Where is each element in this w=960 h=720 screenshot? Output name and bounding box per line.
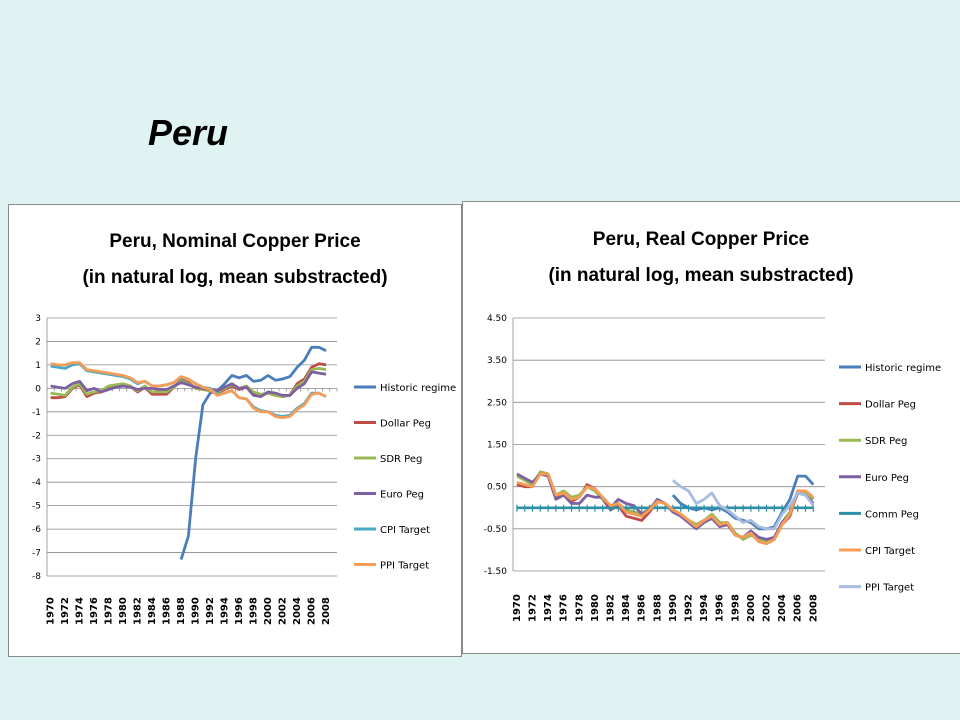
series-line-ppi-target bbox=[50, 361, 327, 420]
x-tick-label: 1970 bbox=[46, 597, 57, 625]
legend-label-euro-peg: Euro Peg bbox=[380, 490, 424, 501]
legend-label-euro-peg: Euro Peg bbox=[865, 473, 909, 484]
series-line-ppi-target bbox=[672, 479, 815, 531]
legend: Historic regime Dollar Peg SDR Peg Euro Peg… bbox=[839, 363, 941, 594]
x-tick-label: 1982 bbox=[606, 594, 617, 622]
x-tick-label: 1986 bbox=[637, 594, 648, 622]
nominal-copper-price-chart: Peru, Nominal Copper Price (in natural l… bbox=[32, 231, 456, 625]
nominal-price-chart-panel: Peru, Nominal Copper Price (in natural l… bbox=[8, 204, 462, 657]
chart-subtitle: (in natural log, mean substracted) bbox=[82, 267, 387, 288]
real-copper-price-chart: Peru, Real Copper Price (in natural log,… bbox=[484, 229, 941, 622]
x-tick-label: 1988 bbox=[652, 594, 663, 622]
x-tick-label: 1980 bbox=[118, 597, 129, 625]
y-tick-label: -0.50 bbox=[484, 525, 508, 535]
y-tick-label: -5 bbox=[32, 502, 41, 512]
x-tick-label: 1990 bbox=[668, 594, 679, 622]
y-tick-label: 3 bbox=[35, 314, 41, 324]
x-tick-label: 1996 bbox=[234, 597, 245, 625]
chart-title: Peru, Real Copper Price bbox=[593, 229, 809, 250]
legend-label-historic-regime: Historic regime bbox=[380, 383, 456, 394]
chart-subtitle: (in natural log, mean substracted) bbox=[548, 265, 853, 286]
y-tick-label: 1 bbox=[35, 361, 41, 371]
x-tick-label: 1990 bbox=[191, 597, 202, 625]
x-tick-label: 2008 bbox=[808, 594, 819, 622]
x-axis-ticks: 1970 1972 1974 1976 1978 1980 1982 1984 1986 1988… bbox=[46, 597, 333, 625]
y-axis-ticks: 4.50 3.50 2.50 1.50 0.50 -0.50 -1.50 bbox=[484, 314, 508, 577]
x-tick-label: 1984 bbox=[621, 594, 632, 622]
y-tick-label: -1 bbox=[32, 408, 41, 418]
x-tick-label: 2008 bbox=[321, 597, 332, 625]
real-price-chart-panel: Peru, Real Copper Price (in natural log,… bbox=[462, 201, 960, 654]
series-lines bbox=[516, 470, 815, 546]
x-tick-label: 1980 bbox=[590, 594, 601, 622]
legend-label-cpi-target: CPI Target bbox=[380, 525, 430, 536]
legend-label-dollar-peg: Dollar Peg bbox=[380, 419, 431, 430]
x-tick-label: 2002 bbox=[762, 594, 773, 622]
y-tick-label: -2 bbox=[32, 431, 41, 441]
x-tick-label: 1972 bbox=[60, 597, 71, 625]
y-tick-label: -7 bbox=[32, 549, 41, 559]
series-line-historic-regime bbox=[179, 345, 327, 561]
chart-title: Peru, Nominal Copper Price bbox=[109, 231, 360, 252]
x-tick-label: 1984 bbox=[147, 597, 158, 625]
x-tick-label: 2004 bbox=[777, 594, 788, 622]
series-lines bbox=[50, 345, 327, 561]
y-tick-label: 0.50 bbox=[487, 483, 507, 493]
legend-label-sdr-peg: SDR Peg bbox=[380, 454, 422, 465]
x-tick-label: 1978 bbox=[104, 597, 115, 625]
x-tick-label: 2006 bbox=[793, 594, 804, 622]
y-tick-label: -1.50 bbox=[484, 567, 508, 577]
legend-label-cpi-target: CPI Target bbox=[865, 546, 915, 557]
page-title: Peru bbox=[148, 112, 229, 153]
x-tick-label: 1994 bbox=[699, 594, 710, 622]
y-tick-label: 3.50 bbox=[487, 356, 507, 366]
y-axis-ticks: 3 2 1 0 -1 -2 -3 -4 -5 -6 -7 -8 bbox=[32, 314, 41, 582]
x-tick-label: 1998 bbox=[249, 597, 260, 625]
y-tick-label: 1.50 bbox=[487, 441, 507, 451]
x-tick-label: 1976 bbox=[559, 594, 570, 622]
y-tick-label: 4.50 bbox=[487, 314, 507, 324]
x-tick-label: 1996 bbox=[715, 594, 726, 622]
x-tick-label: 1982 bbox=[133, 597, 144, 625]
x-tick-label: 2004 bbox=[292, 597, 303, 625]
x-tick-label: 1978 bbox=[574, 594, 585, 622]
x-tick-label: 2000 bbox=[746, 594, 757, 622]
y-tick-label: 2 bbox=[35, 337, 41, 347]
x-tick-label: 1992 bbox=[684, 594, 695, 622]
y-tick-label: 2.50 bbox=[487, 398, 507, 408]
legend-label-dollar-peg: Dollar Peg bbox=[865, 400, 916, 411]
grid-lines bbox=[47, 317, 337, 577]
x-tick-label: 1972 bbox=[528, 594, 539, 622]
legend: Historic regime Dollar Peg SDR Peg Euro Peg… bbox=[354, 383, 456, 572]
series-line-euro-peg bbox=[50, 370, 327, 399]
legend-label-historic-regime: Historic regime bbox=[865, 363, 941, 374]
legend-label-comm-peg: Comm Peg bbox=[865, 509, 919, 520]
y-tick-label: -6 bbox=[32, 525, 41, 535]
x-axis-ticks: 1970 1972 1974 1976 1978 1980 1982 1984 1986 1988… bbox=[512, 594, 819, 622]
x-tick-label: 1974 bbox=[543, 594, 554, 622]
legend-label-sdr-peg: SDR Peg bbox=[865, 436, 907, 447]
y-tick-label: -3 bbox=[32, 455, 41, 465]
x-tick-label: 1998 bbox=[730, 594, 741, 622]
x-tick-label: 1970 bbox=[512, 594, 523, 622]
y-tick-label: -8 bbox=[32, 572, 41, 582]
legend-label-ppi-target: PPI Target bbox=[865, 583, 914, 594]
x-axis bbox=[46, 318, 338, 576]
x-tick-label: 1986 bbox=[162, 597, 173, 625]
x-tick-label: 1992 bbox=[205, 597, 216, 625]
grid-lines bbox=[513, 317, 825, 572]
x-tick-label: 2006 bbox=[307, 597, 318, 625]
x-tick-label: 1994 bbox=[220, 597, 231, 625]
y-tick-label: -4 bbox=[32, 478, 41, 488]
x-tick-label: 2002 bbox=[278, 597, 289, 625]
x-tick-label: 1974 bbox=[75, 597, 86, 625]
y-tick-label: 0 bbox=[35, 384, 41, 394]
x-tick-label: 2000 bbox=[263, 597, 274, 625]
legend-label-ppi-target: PPI Target bbox=[380, 561, 429, 572]
x-tick-label: 1988 bbox=[176, 597, 187, 625]
x-tick-label: 1976 bbox=[89, 597, 100, 625]
series-line-cpi-target bbox=[516, 472, 815, 546]
